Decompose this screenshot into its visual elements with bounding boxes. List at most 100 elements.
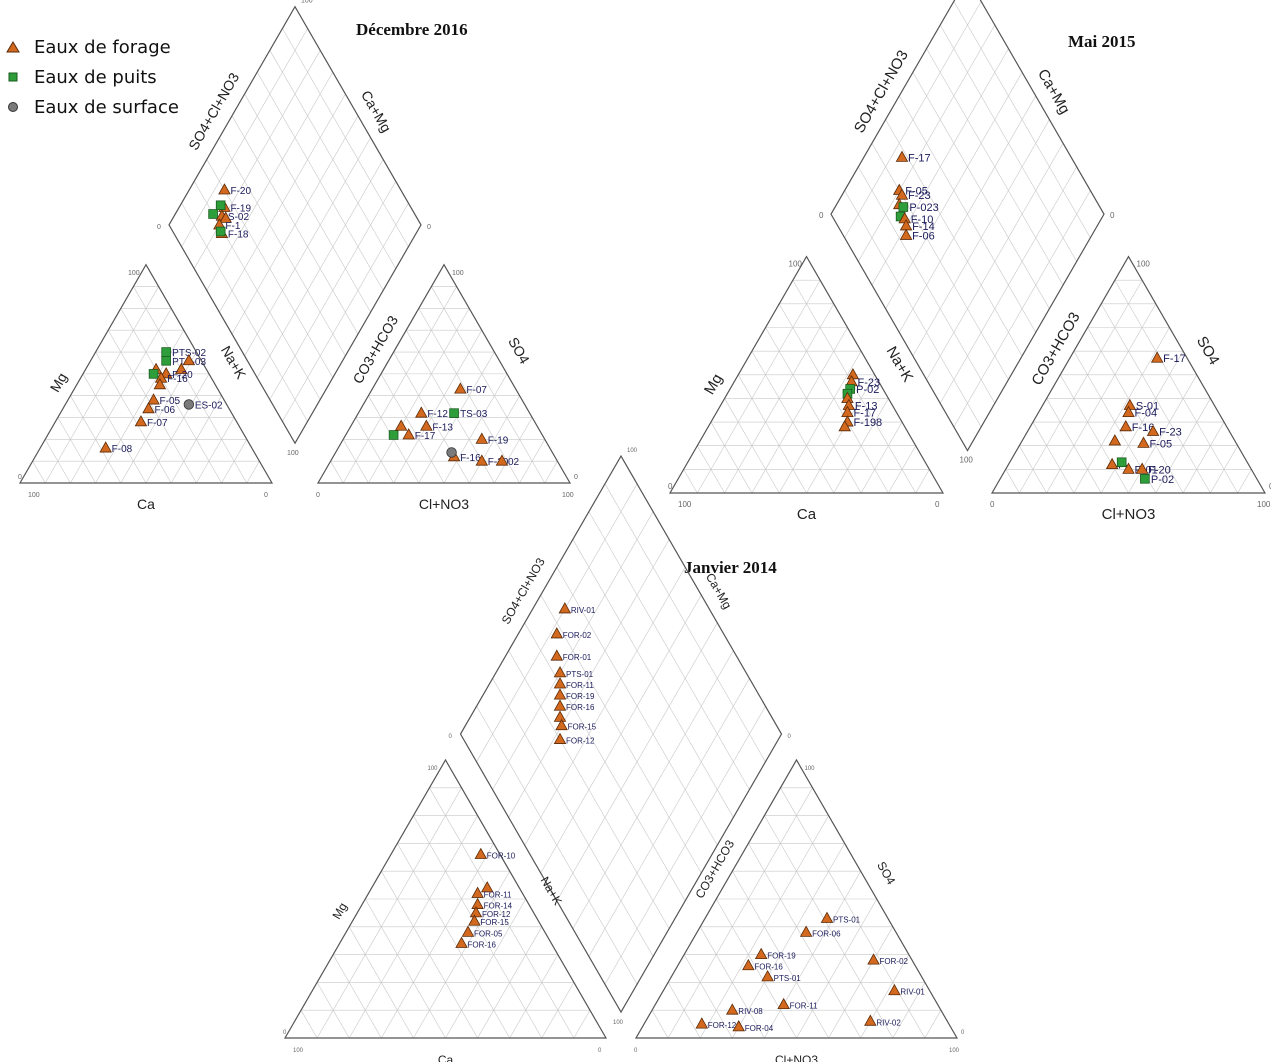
data-point [388, 430, 399, 440]
tick-label: 100 [28, 492, 40, 499]
grid-line [282, 28, 409, 247]
point-label: F-20 [1148, 464, 1171, 476]
point-label: F-16 [167, 374, 188, 385]
tick-label: 100 [1257, 500, 1271, 509]
piper-diagram-0: 100 0 0 100 0 100 100 0 100 0 0 100 Mg Ca Na+K CO3+HCO3… [18, 0, 578, 512]
point-label: S-01 [1136, 401, 1159, 413]
data-point [174, 362, 188, 374]
tick-label: 100 [678, 500, 692, 509]
grid-line [1032, 421, 1075, 494]
data-point [895, 150, 909, 162]
axis-label-nak: Na+K [218, 343, 250, 382]
square-icon [8, 72, 18, 82]
data-point [148, 369, 159, 379]
grid-line [246, 461, 260, 484]
point-label: F-13 [855, 401, 878, 413]
grid-line [82, 373, 147, 484]
data-point [449, 408, 459, 418]
data-point [495, 454, 509, 466]
data-point [895, 188, 909, 200]
anion-triangle [990, 255, 1267, 494]
anion-triangle [634, 758, 959, 1039]
point-label: F-14 [912, 221, 935, 233]
point-label: F-23 [1159, 427, 1182, 439]
grid-line [573, 1010, 591, 1039]
grid-line [737, 374, 807, 494]
point-label: F-20 [172, 370, 193, 381]
tick-label: 100 [627, 448, 638, 454]
data-point [820, 911, 834, 923]
data-point [555, 718, 568, 731]
point-label: P-02 [856, 384, 879, 396]
grid-line [355, 417, 394, 484]
data-point [1146, 424, 1160, 436]
tick-label: 0 [264, 492, 268, 499]
data-point [1122, 405, 1135, 418]
diamond [168, 5, 422, 445]
data-point [147, 393, 160, 405]
tick-label: 0 [157, 224, 161, 231]
data-point [754, 947, 768, 960]
grid-line [924, 1010, 942, 1039]
tick-label: 0 [449, 734, 453, 740]
axis-label-so4: SO4 [1193, 333, 1223, 367]
grid-line [1005, 469, 1020, 494]
grid-line [206, 72, 334, 291]
legend-item-forage: Eaux de forage [6, 32, 179, 62]
axis-label-so4: SO4 [874, 859, 898, 887]
point-label: FOR-19 [767, 952, 796, 961]
point-label: FOR-05 [474, 929, 503, 938]
point-label: FOR-02 [880, 957, 909, 966]
grid-line [953, 1, 1091, 238]
data-point [553, 688, 567, 700]
point-label: F-18 [228, 230, 249, 241]
data-point [888, 983, 901, 996]
tick-label: 0 [316, 492, 320, 499]
data-point [153, 377, 167, 390]
point-label: ES-02 [195, 400, 223, 411]
grid-line [1046, 303, 1157, 494]
data-point [161, 347, 171, 357]
point-label: F-13 [432, 422, 453, 433]
data-point [215, 200, 226, 211]
grid-line [544, 461, 558, 484]
data-point [864, 1014, 877, 1026]
point-label: FOR-16 [566, 703, 595, 712]
grid-line [858, 24, 996, 262]
grid-line [300, 1010, 318, 1039]
data-point [550, 627, 564, 639]
cation-triangle [283, 758, 608, 1039]
tick-label: 0 [961, 1030, 965, 1036]
grid-line [885, 72, 1023, 309]
data-point [553, 732, 567, 744]
cation-triangle [668, 255, 945, 494]
tick-label: 100 [960, 456, 974, 465]
grid-line [196, 417, 235, 484]
data-point [553, 677, 567, 689]
grid-line [368, 308, 470, 484]
data-point [468, 914, 481, 926]
grid-line [492, 511, 654, 790]
point-label: RIV-02 [876, 1018, 901, 1027]
axis-label-camg: Ca+Mg [1034, 66, 1073, 117]
data-point [454, 382, 467, 394]
point-label: FOR-11 [566, 681, 594, 690]
grid-line [330, 461, 344, 484]
chart-title-mai2015: Mai 2015 [1068, 32, 1136, 51]
point-label: FOR-14 [484, 902, 513, 911]
point-label: FOR-10 [487, 852, 516, 861]
data-point [1150, 351, 1164, 363]
axis-label-ca: Ca [137, 496, 155, 512]
data-point [475, 432, 489, 444]
grid-line [380, 373, 445, 484]
axis-label-clno3: Cl+NO3 [1102, 506, 1156, 523]
data-point [1135, 462, 1149, 474]
tick-label: 0 [819, 211, 824, 220]
data-point [799, 925, 813, 937]
grid-line [748, 843, 861, 1039]
grid-line [316, 787, 462, 1039]
grid-line [715, 898, 797, 1039]
point-label: F-17 [853, 408, 876, 420]
point-label: F-17 [908, 152, 931, 164]
tick-label: 0 [574, 474, 578, 481]
